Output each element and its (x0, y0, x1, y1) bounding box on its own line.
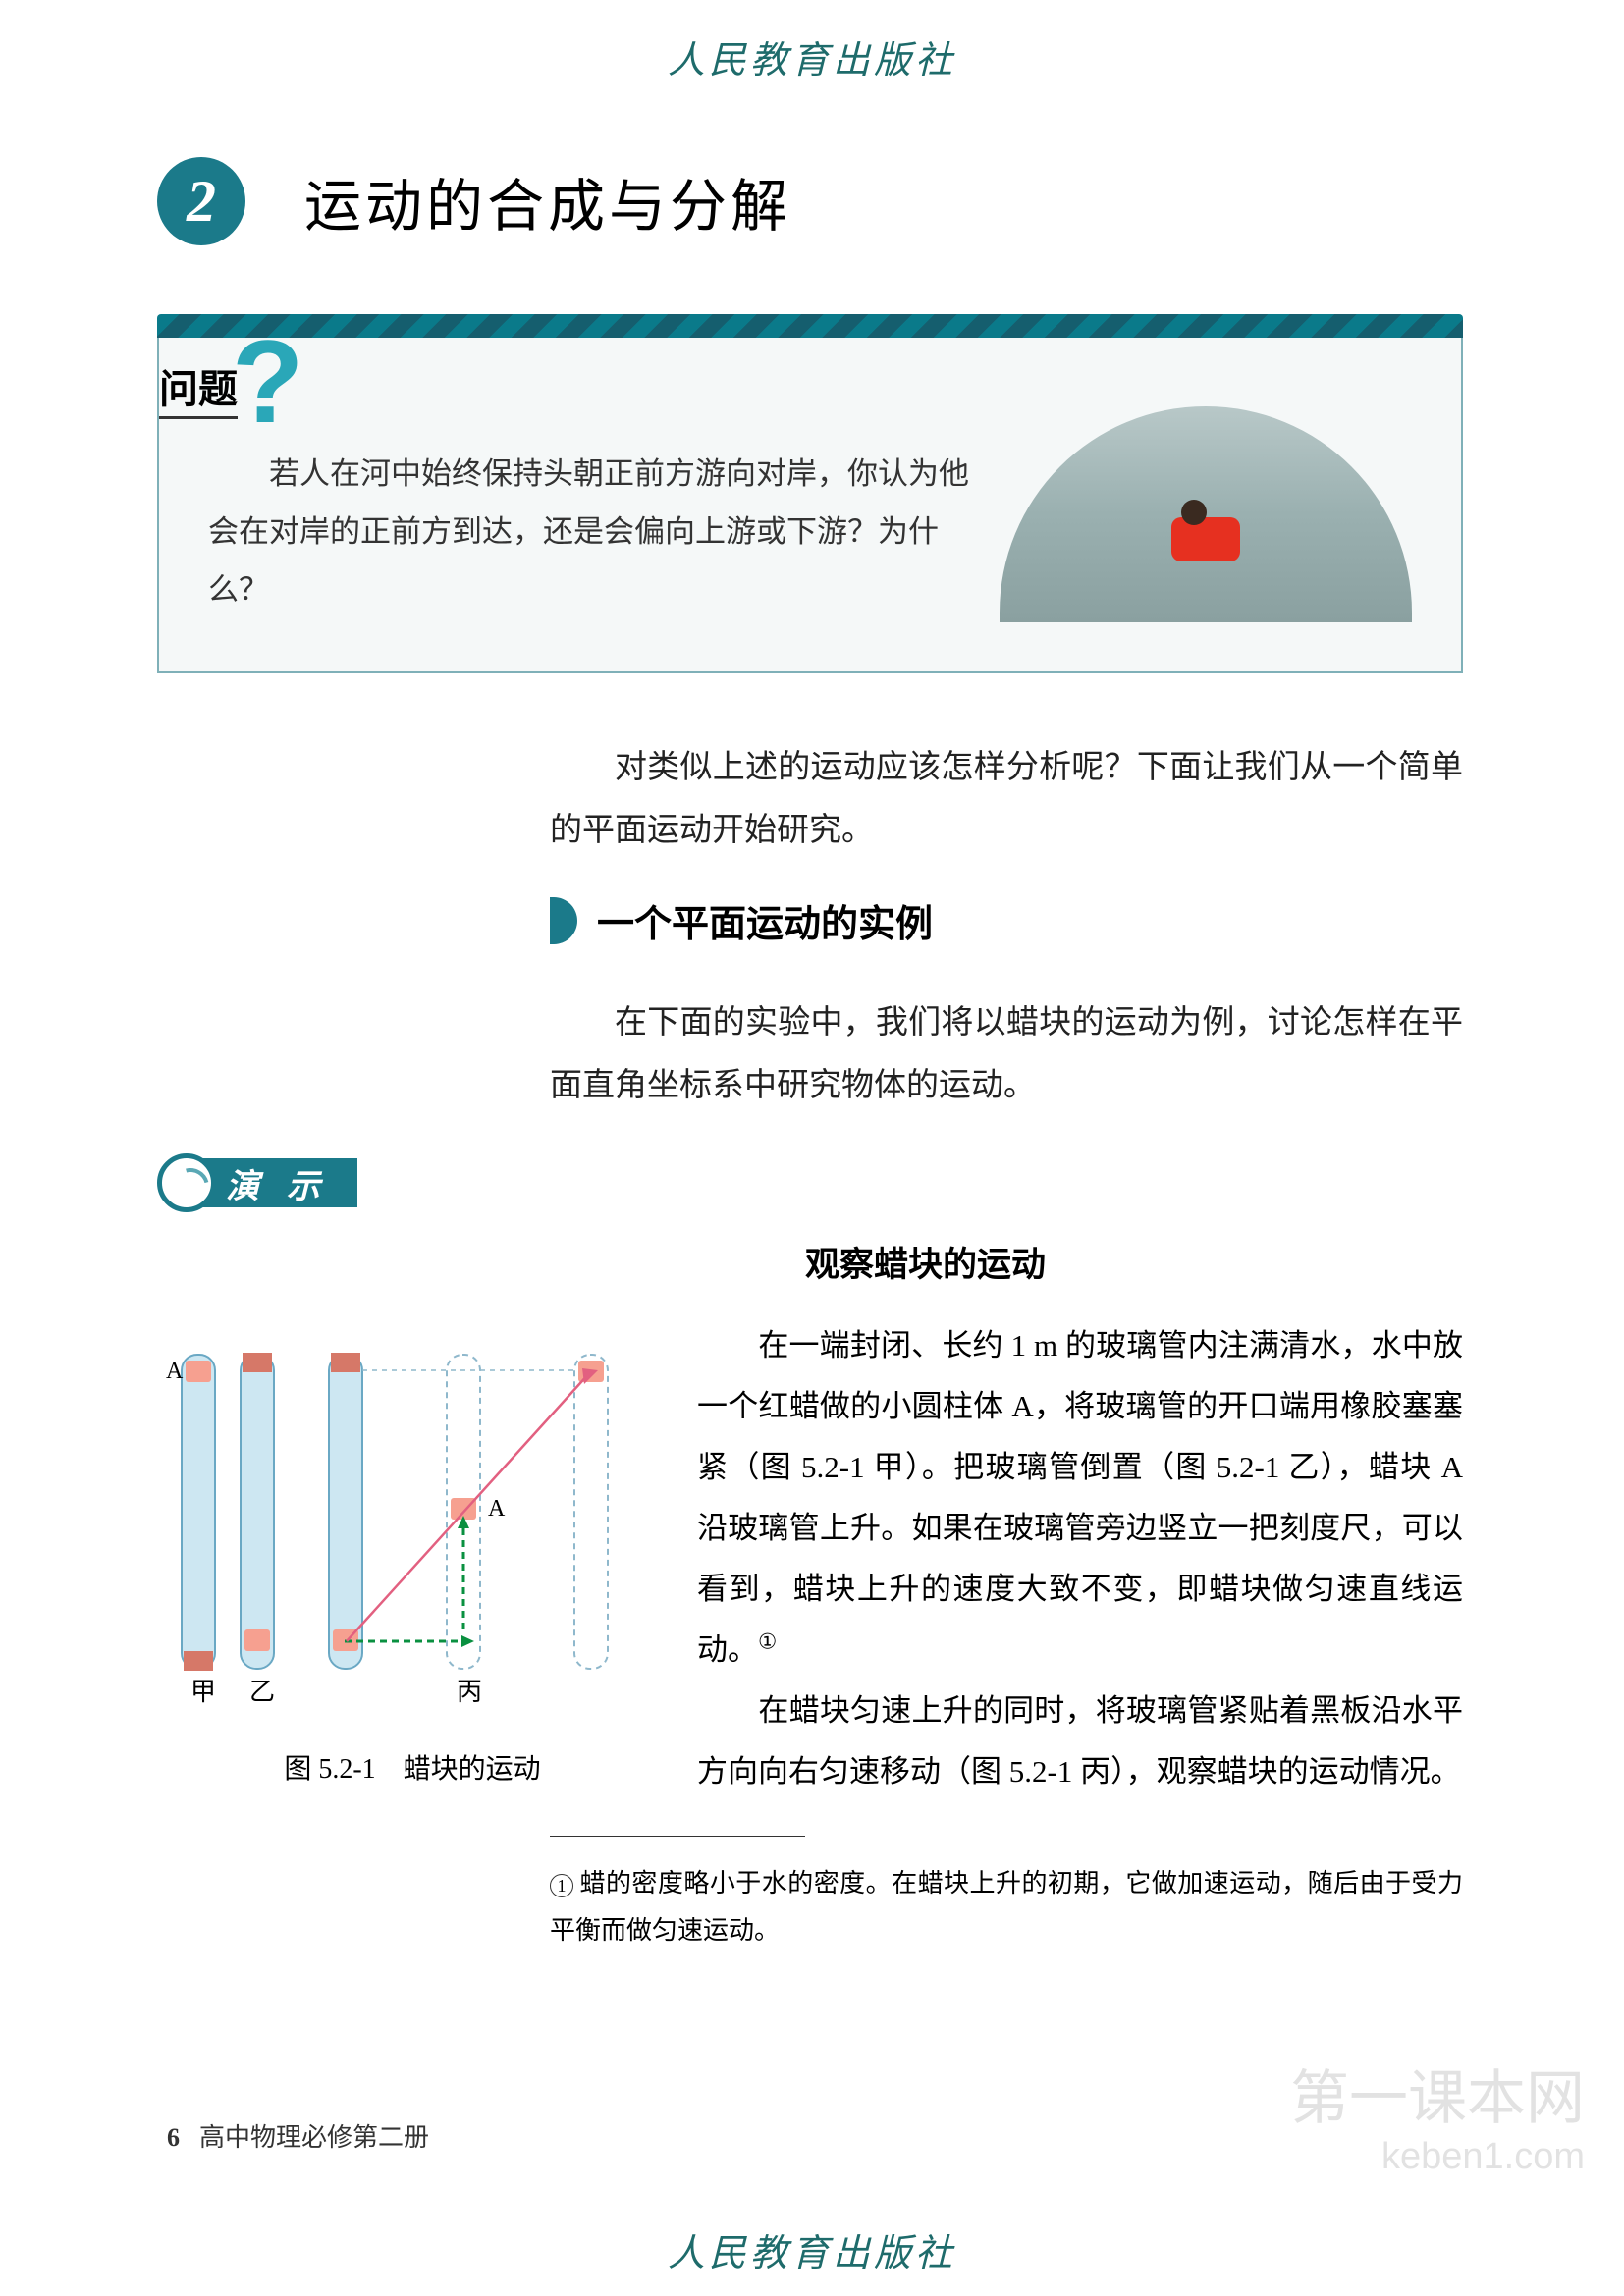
footnote-separator (550, 1836, 805, 1837)
svg-text:丙: 丙 (457, 1678, 482, 1706)
question-image (1000, 406, 1412, 622)
demo-badge: 演示 (157, 1153, 357, 1212)
svg-text:A: A (488, 1496, 506, 1522)
publisher-footer: 人民教育出版社 (668, 2222, 956, 2276)
question-mark-icon: ? (232, 341, 303, 423)
svg-text:乙: 乙 (249, 1678, 275, 1706)
figure-caption: 图 5.2-1 蜡块的运动 (162, 1747, 663, 1787)
question-label: 问题 (159, 357, 238, 419)
figure-5-2-1: A 甲 乙 A (162, 1335, 663, 1787)
watermark: 第一课本网 keben1.com (1290, 2051, 1585, 2178)
paragraph-2: 在下面的实验中，我们将以蜡块的运动为例，讨论怎样在平面直角坐标系中研究物体的运动… (550, 991, 1463, 1118)
swimmer-illustration (1171, 517, 1240, 561)
demo-subtitle: 观察蜡块的运动 (805, 1237, 1046, 1287)
demo-badge-icon (157, 1153, 216, 1212)
section-number-badge: 2 (157, 157, 245, 245)
question-text: 若人在河中始终保持头朝正前方游向对岸，你认为他会在对岸的正前方到达，还是会偏向上… (208, 446, 1000, 622)
subsection-bullet-icon (550, 897, 577, 944)
subsection-heading: 一个平面运动的实例 (550, 893, 933, 947)
section-header: 2 运动的合成与分解 (157, 157, 791, 245)
question-box: 问题 ? 若人在河中始终保持头朝正前方游向对岸，你认为他会在对岸的正前方到达，还… (157, 338, 1463, 673)
svg-text:A: A (166, 1359, 184, 1384)
publisher-header: 人民教育出版社 (668, 29, 956, 83)
subsection-title: 一个平面运动的实例 (597, 893, 933, 947)
section-title: 运动的合成与分解 (304, 160, 791, 242)
decorative-pattern-bar (157, 314, 1463, 338)
svg-text:甲: 甲 (190, 1678, 216, 1706)
demo-body-text: 在一端封闭、长约 1 m 的玻璃管内注满清水，水中放一个红蜡做的小圆柱体 A，将… (697, 1315, 1463, 1802)
footnote: 1蜡的密度略小于水的密度。在蜡块上升的初期，它做加速运动，随后由于受力平衡而做匀… (550, 1860, 1463, 1954)
page-footer: 6高中物理必修第二册 (167, 2117, 429, 2154)
footnote-marker: 1 (550, 1874, 573, 1897)
paragraph-1: 对类似上述的运动应该怎样分析呢？下面让我们从一个简单的平面运动开始研究。 (550, 736, 1463, 863)
